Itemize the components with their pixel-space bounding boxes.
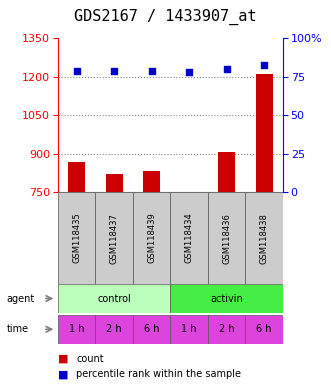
Bar [246, 315, 283, 344]
Text: activin: activin [211, 293, 243, 304]
Bar [208, 315, 246, 344]
Bar [170, 284, 283, 313]
Bar [58, 284, 170, 313]
Text: GSM118434: GSM118434 [185, 213, 194, 263]
Text: agent: agent [7, 293, 35, 304]
Point [262, 61, 267, 68]
Bar [170, 315, 208, 344]
Bar [256, 74, 273, 192]
Point [224, 66, 229, 72]
Text: GSM118436: GSM118436 [222, 213, 231, 263]
Point [112, 68, 117, 74]
Bar [133, 315, 170, 344]
Text: 1 h: 1 h [181, 324, 197, 334]
Bar [218, 152, 235, 192]
Text: 2 h: 2 h [106, 324, 122, 334]
Bar [133, 192, 170, 284]
Text: GSM118437: GSM118437 [110, 213, 119, 263]
Point [149, 68, 154, 74]
Text: GSM118435: GSM118435 [72, 213, 81, 263]
Text: GSM118439: GSM118439 [147, 213, 156, 263]
Text: GDS2167 / 1433907_at: GDS2167 / 1433907_at [74, 9, 257, 25]
Text: 6 h: 6 h [144, 324, 160, 334]
Bar [106, 174, 122, 192]
Bar [208, 192, 246, 284]
Text: control: control [97, 293, 131, 304]
Text: percentile rank within the sample: percentile rank within the sample [76, 369, 241, 379]
Text: 6 h: 6 h [257, 324, 272, 334]
Bar [170, 192, 208, 284]
Text: ■: ■ [58, 369, 69, 379]
Point [74, 68, 79, 74]
Text: 1 h: 1 h [69, 324, 84, 334]
Text: ■: ■ [58, 354, 69, 364]
Text: time: time [7, 324, 29, 334]
Bar [58, 192, 95, 284]
Text: count: count [76, 354, 104, 364]
Bar [58, 315, 95, 344]
Bar [95, 192, 133, 284]
Point [187, 69, 192, 75]
Text: GSM118438: GSM118438 [260, 213, 269, 263]
Bar [143, 171, 160, 192]
Bar [246, 192, 283, 284]
Bar [95, 315, 133, 344]
Bar [68, 162, 85, 192]
Text: 2 h: 2 h [219, 324, 235, 334]
